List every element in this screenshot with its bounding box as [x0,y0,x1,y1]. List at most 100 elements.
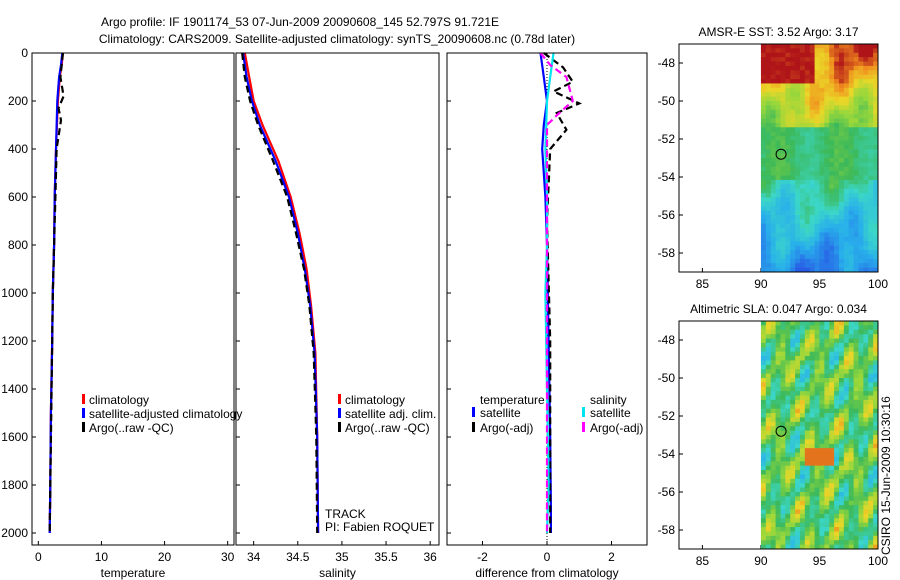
sla-map-cell [873,404,878,410]
difference-legend-marker [582,407,585,417]
sla-map-cell [863,527,869,533]
sla-map-cell [799,404,806,410]
sst-map-cell [795,258,801,264]
sst-map-cell [804,79,811,85]
sst-map-cell [848,179,855,185]
sla-map-cell [834,325,840,331]
sla-map-cell [863,531,869,537]
sst-map-cell [799,210,806,216]
sst-map-cell [809,83,816,89]
sst-map-cell [804,65,811,71]
sla-map-cell [799,456,806,462]
sla-map-cell [814,527,821,533]
sst-map-cell [868,96,874,102]
sst-map-cell [760,158,767,163]
sla-map-cell [838,347,845,353]
sla-map-cell [775,500,782,506]
sla-map-cell [819,338,825,344]
sla-map-cell [834,435,840,440]
sla-map-cell [868,505,874,511]
sla-map-cell [775,505,782,511]
sla-map-cell [843,465,850,471]
sst-map-cell [819,241,825,247]
sst-map-cell [785,61,791,67]
sst-map-cell [863,184,869,190]
sst-map-cell [858,188,864,194]
sst-map-xtick-label: 85 [696,277,710,291]
sla-map-cell [790,356,796,362]
sst-map-ytick-label: -52 [658,132,676,146]
sla-map-cell [770,321,777,326]
sla-map-cell [819,391,825,397]
sst-map-cell [775,153,782,159]
sst-map-cell [760,70,767,76]
sst-map-cell [770,79,777,85]
sst-map-cell [770,219,777,225]
sst-map-cell [765,263,772,269]
sst-map-cell [843,83,850,89]
sla-map-cell [809,399,816,405]
sst-map-cell [829,144,835,150]
sst-map-cell [765,241,772,247]
sst-map-cell [775,136,782,142]
sst-map-cell [858,210,864,216]
sla-map-cell [853,321,860,326]
sla-map-cell [780,456,786,462]
sla-map-cell [873,347,878,353]
sst-map-cell [829,219,835,225]
sst-map-cell [809,188,816,194]
sst-map-cell [858,241,864,247]
sla-map-cell [760,430,767,436]
sst-map-cell [863,219,869,225]
sst-map-cell [780,188,786,194]
sla-map-cell [873,360,878,366]
sla-map-cell [799,391,806,397]
sla-map-cell [863,351,869,357]
sst-map-cell [760,114,767,120]
sla-map-cell [824,325,830,331]
sla-map-cell [834,483,840,489]
sst-map-cell [809,96,816,102]
sst-map-cell [809,228,816,234]
sla-map-cell [790,513,796,519]
sst-map-cell [765,61,772,67]
difference-series-temperature-satellite [539,52,553,533]
sst-map-cell [809,232,816,238]
sla-map-cell [848,369,855,375]
sla-map-cell [765,500,772,506]
sst-map-cell [765,158,772,163]
sst-map-cell [848,122,855,128]
sst-map-cell [765,162,772,168]
sst-map-cell [775,83,782,89]
sla-map-cell [853,325,860,331]
temperature-ytick-label: 2000 [1,526,28,540]
sla-map-cell [804,452,811,458]
sst-map-cell [804,215,811,220]
sst-map-cell [785,245,791,251]
sst-map-cell [843,74,850,80]
sst-map-cell [760,83,767,89]
sla-map-cell [795,404,801,410]
sla-map-cell [873,408,878,414]
sla-map-cell [809,505,816,511]
sst-map-cell [780,219,786,225]
sst-map-cell [834,127,840,133]
sst-map-cell [785,166,791,172]
sst-map-cell [858,79,864,85]
sst-map-cell [765,210,772,216]
sst-map-cell [819,52,825,58]
sst-map-cell [819,232,825,238]
sst-map-cell [829,83,835,89]
sst-map-cell [760,144,767,150]
sla-map-cell [780,474,786,480]
sla-map-cell [829,478,835,484]
sla-map-cell [868,364,874,370]
sst-map-cell [814,215,821,220]
sla-map-cell [848,500,855,506]
sla-map-cell [760,527,767,533]
sst-map-cell [838,179,845,185]
sla-map-cell [868,347,874,353]
sst-map-cell [873,219,878,225]
sst-map-cell [809,175,816,181]
sla-map-cell [780,461,786,467]
